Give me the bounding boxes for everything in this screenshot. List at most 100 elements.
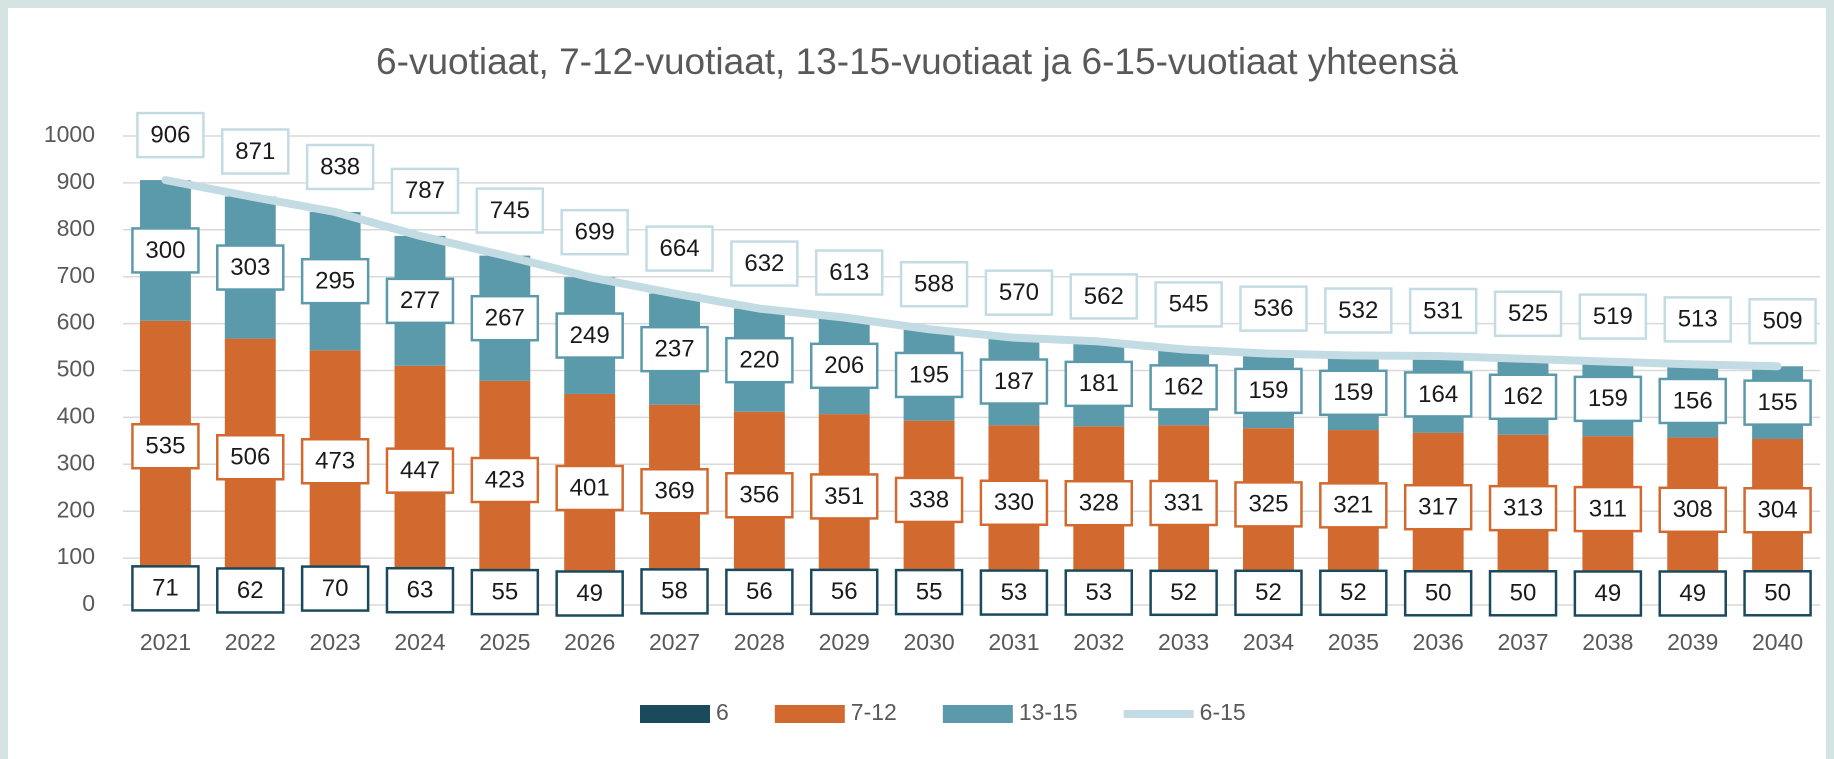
data-label-text: 328	[1079, 490, 1119, 517]
data-label-text: 562	[1084, 283, 1124, 310]
data-label-text: 295	[315, 267, 355, 294]
data-label-box	[300, 565, 370, 612]
data-label-text: 525	[1508, 300, 1548, 327]
data-label-text: 267	[485, 305, 525, 332]
data-label-box	[894, 351, 964, 399]
data-label-text: 532	[1338, 297, 1378, 324]
data-label-text: 338	[909, 486, 949, 513]
data-label: 300	[131, 227, 200, 274]
data-label: 50	[1488, 570, 1558, 617]
data-label: 632	[730, 240, 799, 287]
data-label-box	[385, 277, 455, 325]
data-label: 49	[555, 570, 624, 617]
data-label-text: 49	[1595, 580, 1622, 607]
data-label-box	[1149, 569, 1218, 617]
data-label: 423	[470, 456, 540, 504]
data-label: 159	[1319, 369, 1388, 417]
data-label-text: 787	[405, 177, 445, 204]
data-label-box	[1149, 364, 1218, 411]
data-label-text: 506	[230, 444, 270, 471]
data-label-box	[1324, 287, 1393, 334]
legend-swatch	[774, 705, 845, 723]
x-tick-label: 2021	[140, 629, 191, 655]
data-label: 473	[300, 438, 370, 485]
data-label-text: 423	[485, 466, 525, 493]
data-label: 331	[1149, 479, 1218, 527]
data-label: 838	[305, 143, 375, 191]
data-label: 588	[899, 260, 969, 308]
data-label: 562	[1069, 273, 1139, 320]
data-label: 328	[1064, 479, 1134, 527]
data-label: 321	[1319, 482, 1388, 529]
data-label: 181	[1064, 360, 1134, 408]
data-label-box	[131, 227, 200, 274]
data-label-box	[216, 567, 285, 614]
data-label-box	[385, 447, 455, 494]
data-label-text: 49	[576, 580, 603, 607]
data-label: 49	[1573, 570, 1643, 617]
data-label-text: 588	[914, 271, 954, 298]
data-label-text: 195	[909, 361, 949, 388]
data-label-text: 401	[570, 474, 610, 501]
data-label-box	[1578, 293, 1648, 340]
data-label-text: 156	[1673, 387, 1713, 414]
legend-label: 13-15	[1019, 699, 1078, 725]
data-label-box	[1234, 569, 1303, 617]
data-label-box	[555, 570, 624, 617]
data-label-box	[221, 128, 290, 175]
data-label-box	[1069, 273, 1139, 320]
data-label-box	[560, 208, 629, 256]
data-label: 351	[809, 473, 879, 520]
data-label: 338	[894, 476, 964, 524]
data-label-text: 55	[491, 578, 518, 605]
data-label: 56	[809, 568, 879, 616]
data-label: 787	[390, 167, 460, 215]
data-label-box	[1488, 373, 1558, 421]
data-label-box	[1573, 570, 1643, 617]
data-label: 369	[640, 468, 709, 515]
data-label-box	[1488, 484, 1558, 532]
data-label: 49	[1658, 570, 1727, 617]
data-label-box	[216, 434, 285, 481]
data-label: 267	[470, 294, 540, 342]
data-label: 56	[725, 568, 794, 616]
data-label-box	[1149, 479, 1218, 527]
data-label-box	[640, 468, 709, 515]
data-label-text: 50	[1764, 580, 1791, 607]
data-label-box	[1658, 377, 1727, 425]
data-label-text: 155	[1758, 389, 1798, 416]
data-label-box	[470, 456, 540, 504]
data-label-text: 50	[1510, 580, 1537, 607]
legend-label: 6-15	[1200, 699, 1246, 725]
data-label-text: 181	[1079, 370, 1119, 397]
data-label-box	[814, 249, 884, 296]
data-label-text: 356	[739, 482, 779, 509]
legend-swatch	[942, 705, 1013, 723]
data-label: 52	[1149, 569, 1218, 617]
data-label: 164	[1403, 371, 1473, 418]
data-label-box	[1403, 483, 1473, 531]
data-label-text: 871	[235, 138, 275, 165]
data-label: 220	[725, 336, 794, 384]
data-label-text: 249	[570, 322, 610, 349]
data-label-text: 699	[575, 219, 615, 246]
data-label-box	[809, 568, 879, 616]
data-label: 532	[1324, 287, 1393, 334]
data-label: 745	[475, 187, 545, 234]
data-label-box	[1408, 287, 1478, 335]
legend-label: 6	[716, 699, 729, 725]
x-tick-label: 2032	[1073, 629, 1124, 655]
data-label: 55	[470, 568, 540, 616]
data-label-text: 304	[1758, 497, 1798, 524]
data-label: 159	[1234, 367, 1303, 415]
data-label-text: 71	[152, 575, 179, 602]
data-label-box	[305, 143, 375, 191]
data-label-box	[470, 294, 540, 342]
data-label-text: 159	[1333, 379, 1373, 406]
data-label: 906	[136, 111, 205, 159]
data-label: 53	[1064, 569, 1134, 616]
data-label-text: 330	[994, 489, 1034, 516]
chart-title: 6-vuotiaat, 7-12-vuotiaat, 13-15-vuotiaa…	[376, 41, 1458, 82]
legend-swatch	[640, 705, 710, 723]
